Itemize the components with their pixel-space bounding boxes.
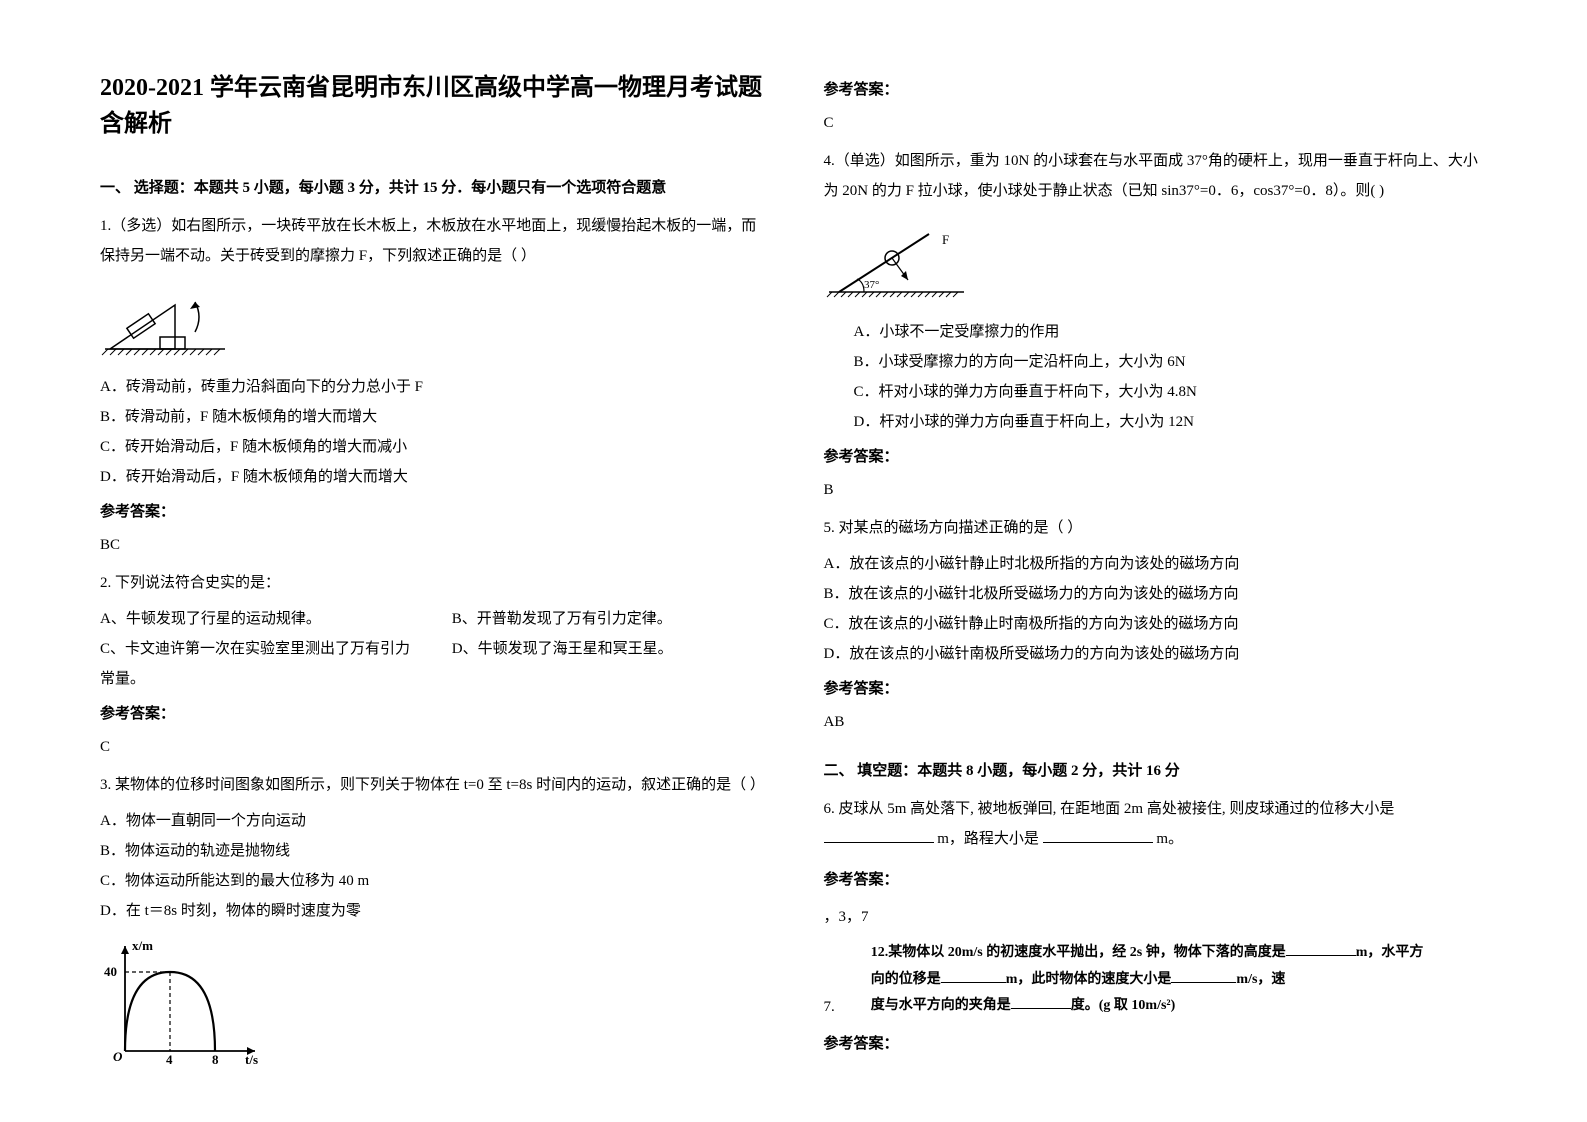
- q3-xtick-8: 8: [212, 1052, 219, 1066]
- q3-answer-label: 参考答案：: [824, 78, 1488, 99]
- q7-answer-label: 参考答案：: [824, 1032, 1488, 1053]
- q4-opt-c: C．杆对小球的弹力方向垂直于杆向下，大小为 4.8N: [824, 377, 1488, 407]
- q5-opt-a: A．放在该点的小磁针静止时北极所指的方向为该处的磁场方向: [824, 549, 1488, 579]
- q5-text: 5. 对某点的磁场方向描述正确的是（ ）: [824, 513, 1488, 543]
- left-column: 2020-2021 学年云南省昆明市东川区高级中学高一物理月考试题含解析 一、 …: [100, 70, 764, 1072]
- q2-opt-a: A、牛顿发现了行星的运动规律。: [100, 604, 412, 634]
- q7-l2a: 向的位移是: [871, 972, 941, 987]
- q3-opt-d: D．在 t＝8s 时刻，物体的瞬时速度为零: [100, 896, 764, 926]
- q1-answer-label: 参考答案：: [100, 500, 764, 521]
- q4-opt-b: B．小球受摩擦力的方向一定沿杆向上，大小为 6N: [824, 347, 1488, 377]
- q7-l3b: 度。(g 取 10m/s²): [1071, 998, 1176, 1013]
- q7-blank-2: [941, 969, 1006, 983]
- q6-text-a: 6. 皮球从 5m 高处落下, 被地板弹回, 在距地面 2m 高处被接住, 则皮…: [824, 801, 1395, 817]
- q6-text-c: m。: [1156, 831, 1183, 847]
- q3-xlabel: t/s: [245, 1052, 258, 1066]
- q7-line-1: 12.某物体以 20m/s 的初速度水平抛出，经 2s 钟，物体下落的高度是 m，…: [835, 940, 1487, 967]
- q5-answer: AB: [824, 714, 1488, 731]
- q7-l2c: m/s，速: [1236, 972, 1285, 987]
- q6-text: 6. 皮球从 5m 高处落下, 被地板弹回, 在距地面 2m 高处被接住, 则皮…: [824, 794, 1488, 854]
- q1-answer: BC: [100, 537, 764, 554]
- q7-blank-3: [1171, 969, 1236, 983]
- q6-blank-2: [1043, 828, 1153, 843]
- q1-opt-d: D．砖开始滑动后，F 随木板倾角的增大而增大: [100, 462, 764, 492]
- q7-l3a: 度与水平方向的夹角是: [871, 998, 1011, 1013]
- q3-opt-c: C．物体运动所能达到的最大位移为 40 m: [100, 866, 764, 896]
- q3-origin: O: [113, 1049, 123, 1064]
- q5-opt-c: C．放在该点的小磁针静止时南极所指的方向为该处的磁场方向: [824, 609, 1488, 639]
- q4-answer-label: 参考答案：: [824, 445, 1488, 466]
- q7-line-2: 向的位移是 m，此时物体的速度大小是 m/s，速: [835, 967, 1487, 994]
- q2-answer: C: [100, 739, 764, 756]
- q4-opt-d: D．杆对小球的弹力方向垂直于杆向上，大小为 12N: [824, 407, 1488, 437]
- right-column: 参考答案： C 4.（单选）如图所示，重为 10N 的小球套在与水平面成 37°…: [824, 70, 1488, 1072]
- q3-answer: C: [824, 115, 1488, 132]
- q6-answer: ，3，7: [824, 905, 1488, 926]
- q1-diagram: [100, 287, 764, 362]
- q7-blank-4: [1011, 995, 1071, 1009]
- q7-num: 7.: [824, 999, 835, 1020]
- q2-row-1: A、牛顿发现了行星的运动规律。 B、开普勒发现了万有引力定律。: [100, 604, 764, 634]
- q3-ytick-40: 40: [104, 964, 117, 979]
- q2-opt-d: D、牛顿发现了海王星和冥王星。: [452, 634, 764, 694]
- q4-diagram: 37° F: [824, 222, 1488, 307]
- q5-answer-label: 参考答案：: [824, 677, 1488, 698]
- q2-answer-label: 参考答案：: [100, 702, 764, 723]
- q2-opt-b: B、开普勒发现了万有引力定律。: [452, 604, 764, 634]
- q3-xtick-4: 4: [166, 1052, 173, 1066]
- q1-opt-b: B．砖滑动前，F 随木板倾角的增大而增大: [100, 402, 764, 432]
- section-1-header: 一、 选择题：本题共 5 小题，每小题 3 分，共计 15 分．每小题只有一个选…: [100, 176, 764, 197]
- section-2-header: 二、 填空题：本题共 8 小题，每小题 2 分，共计 16 分: [824, 759, 1488, 780]
- q7-wrapper: 7. 12.某物体以 20m/s 的初速度水平抛出，经 2s 钟，物体下落的高度…: [824, 940, 1488, 1020]
- q3-ylabel: x/m: [132, 938, 153, 953]
- q6-text-b: m，路程大小是: [937, 831, 1039, 847]
- q6-blank-1: [824, 828, 934, 843]
- q2-opt-c: C、卡文迪许第一次在实验室里测出了万有引力常量。: [100, 634, 412, 694]
- q5-opt-b: B．放在该点的小磁针北极所受磁场力的方向为该处的磁场方向: [824, 579, 1488, 609]
- q4-answer: B: [824, 482, 1488, 499]
- q1-text: 1.（多选）如右图所示，一块砖平放在长木板上，木板放在水平地面上，现缓慢抬起木板…: [100, 211, 764, 271]
- q7-l2b: m，此时物体的速度大小是: [1006, 972, 1172, 987]
- q4-text: 4.（单选）如图所示，重为 10N 的小球套在与水平面成 37°角的硬杆上，现用…: [824, 146, 1488, 206]
- q7-blank-1: [1286, 942, 1356, 956]
- q7-l1a: 12.某物体以 20m/s 的初速度水平抛出，经 2s 钟，物体下落的高度是: [871, 945, 1286, 960]
- q7-line-3: 度与水平方向的夹角是 度。(g 取 10m/s²): [835, 993, 1487, 1020]
- q4-F-label: F: [942, 232, 949, 247]
- q3-opt-a: A．物体一直朝同一个方向运动: [100, 806, 764, 836]
- q3-text: 3. 某物体的位移时间图象如图所示，则下列关于物体在 t=0 至 t=8s 时间…: [100, 770, 764, 800]
- q1-opt-a: A．砖滑动前，砖重力沿斜面向下的分力总小于 F: [100, 372, 764, 402]
- q2-row-2: C、卡文迪许第一次在实验室里测出了万有引力常量。 D、牛顿发现了海王星和冥王星。: [100, 634, 764, 694]
- q4-opt-a: A．小球不一定受摩擦力的作用: [824, 317, 1488, 347]
- q3-opt-b: B．物体运动的轨迹是抛物线: [100, 836, 764, 866]
- q6-answer-label: 参考答案：: [824, 868, 1488, 889]
- q7-l1b: m，水平方: [1356, 945, 1424, 960]
- document-title: 2020-2021 学年云南省昆明市东川区高级中学高一物理月考试题含解析: [100, 70, 764, 142]
- q4-angle: 37°: [864, 279, 879, 291]
- q1-opt-c: C．砖开始滑动后，F 随木板倾角的增大而减小: [100, 432, 764, 462]
- q2-text: 2. 下列说法符合史实的是：: [100, 568, 764, 598]
- q3-chart: x/m t/s O 40 4 8: [100, 936, 764, 1071]
- q5-opt-d: D．放在该点的小磁针南极所受磁场力的方向为该处的磁场方向: [824, 639, 1488, 669]
